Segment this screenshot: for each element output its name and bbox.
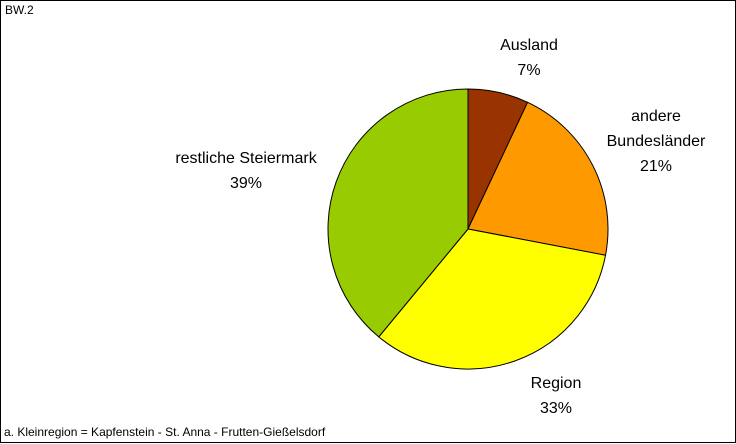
- slice-label: andere Bundesländer 21%: [601, 104, 711, 179]
- slice-label: Ausland 7%: [500, 33, 558, 83]
- value-label: 21%: [639, 158, 673, 175]
- slice-label: Region 33%: [531, 371, 582, 421]
- pie-slice: [327, 88, 469, 338]
- chart-title: BW.2: [5, 3, 34, 17]
- category-label: Region: [530, 375, 582, 392]
- footnote: a. Kleinregion = Kapfenstein - St. Anna …: [4, 425, 326, 439]
- pie-slice: [378, 228, 607, 370]
- value-label: 33%: [539, 400, 573, 417]
- value-label: 7%: [517, 62, 541, 79]
- value-label: 39%: [229, 175, 263, 192]
- category-label: Ausland: [500, 37, 558, 54]
- pie-slice: [467, 101, 609, 256]
- slice-label: restliche Steiermark 39%: [175, 146, 316, 196]
- category-label: restliche Steiermark: [175, 150, 317, 167]
- category-label: andere Bundesländer: [606, 108, 706, 150]
